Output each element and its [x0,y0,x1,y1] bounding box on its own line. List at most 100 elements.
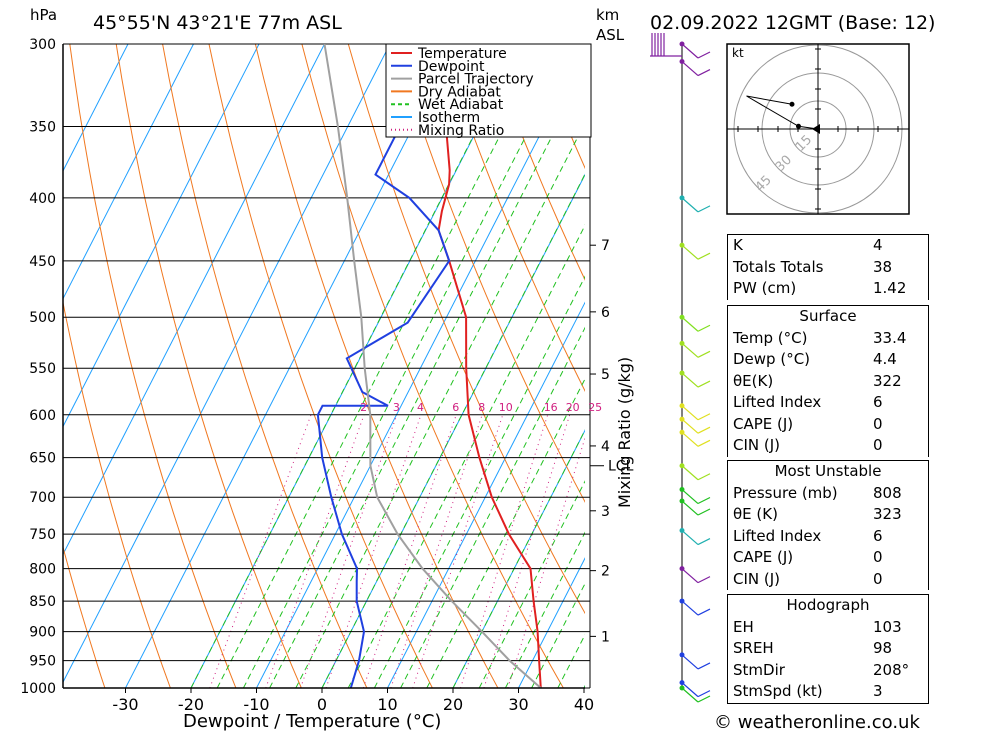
index-key: Totals Totals [733,257,824,276]
x-axis-title: Dewpoint / Temperature (°C) [183,711,441,732]
most-unstable-row: Lifted Index 6 [728,526,928,548]
wind-barb-shaft [681,43,699,59]
dry-adiabat-line [952,44,1000,688]
surface-table: Surface Temp (°C) 33.4 Dewp (°C) 4.4 θE(K) 32… [727,305,929,457]
pressure-tick-label: 350 [29,119,56,135]
wind-barb-flag [697,496,711,505]
storm-motion-marker [812,124,820,134]
most-unstable-table: Most Unstable Pressure (mb) 808 θE (K) 323 L… [727,460,929,590]
surface-key: Lifted Index [733,393,822,411]
wind-barb-shaft [681,600,699,616]
wet-adiabat-line [295,121,585,688]
x-tick-label: 40 [574,695,594,714]
wind-barb-flag [697,608,711,616]
wind-barb-flag [697,380,711,388]
dry-adiabat-line [69,44,237,688]
hodograph-value: 98 [873,639,893,657]
hodograph-value: 3 [873,682,883,700]
most-unstable-value: 808 [873,483,902,502]
pressure-tick-label: 550 [29,361,56,377]
indices-table: K 4 Totals Totals 38 PW (cm) 1.42 [727,234,929,300]
wind-barb-shaft [681,687,699,703]
wind-barb-flag [697,662,711,670]
pressure-tick-label: 950 [29,654,56,670]
km-tick-label: 6 [601,305,610,321]
x-tick-label: -10 [243,695,269,714]
legend-box [385,43,592,138]
temperature-line [437,44,542,688]
pressure-tick-label: 700 [29,490,56,506]
most-unstable-title: Most Unstable [774,462,882,480]
surface-value: 6 [873,393,883,411]
wind-barb-shaft [681,654,699,670]
wet-adiabat-line [478,480,585,688]
mixing-ratio-line [390,414,483,688]
index-row: Totals Totals 38 [728,257,928,279]
isotherm-line [387,301,585,688]
isotherm-line [125,44,456,688]
pressure-tick-label: 650 [29,451,56,467]
wet-adiabat-line [190,44,521,688]
km-tick-label: 5 [601,367,610,383]
dry-adiabat-line [63,545,106,688]
wet-adiabat-line [452,429,585,688]
wind-barb-shaft [681,682,699,698]
legend-label: Parcel Trajectory [418,72,534,88]
wind-barb-flag [697,538,711,546]
location-title: 45°55'N 43°21'E 77m ASL [93,12,342,34]
wind-barb-flag [697,576,711,584]
most-unstable-value: 323 [873,505,902,523]
mixing-ratio-line [209,414,312,688]
x-tick-label: 20 [443,695,463,714]
hodograph-key: StmDir [733,660,785,679]
isotherm-line [518,557,585,688]
wind-barb-flag [697,69,711,77]
x-tick-label: 30 [508,695,528,714]
hodograph-key: StmSpd (kt) [733,682,823,700]
hodograph-title: Hodograph [786,596,870,614]
hodograph-unit: kt [732,46,744,60]
wind-barb-flag [697,508,711,516]
dry-adiabat-line [162,44,368,688]
surface-title: Surface [799,307,857,325]
surface-key: Temp (°C) [733,328,808,347]
index-value: 4 [873,236,883,254]
surface-row: Temp (°C) 33.4 [728,328,928,350]
surface-value: 33.4 [873,328,907,347]
hodograph-value: 103 [873,617,902,636]
most-unstable-key: CIN (J) [733,569,781,588]
wind-barb-flag [697,252,711,260]
wind-barb-shaft [681,342,699,358]
isotherm-line [63,44,391,684]
legend-label: Dry Adiabat [418,84,501,100]
wind-barb-flag [697,695,711,703]
most-unstable-row: Pressure (mb) 808 [728,483,928,505]
mixing-ratio-label: 4 [417,401,424,414]
hodograph-value: 208° [873,660,910,679]
index-key: PW (cm) [733,279,797,297]
wind-barb-flag [697,439,711,447]
surface-row: CIN (J) 0 [728,435,928,457]
wind-barb-flag [697,473,711,481]
legend-label: Mixing Ratio [418,123,504,139]
dewpoint-line [316,44,451,688]
surface-value: 4.4 [873,350,897,368]
wet-adiabat-line [347,224,585,688]
mixing-ratio-label: 20 [566,401,580,414]
most-unstable-value: 6 [873,526,883,545]
wind-barb-flag [697,690,711,698]
mixing-ratio-label: 2 [360,401,367,414]
km-tick-label: 1 [601,629,610,645]
wet-adiabat-line [269,70,585,688]
wind-barb-shaft [681,431,699,447]
credit-text: © weatheronline.co.uk [714,712,920,733]
wind-barb-shaft [681,465,699,481]
pressure-tick-label: 900 [29,625,56,641]
index-row: PW (cm) 1.42 [728,278,928,300]
isotherm-line [63,44,129,172]
wet-adiabat-line [373,275,585,688]
index-value: 1.42 [873,279,907,297]
surface-value: 0 [873,436,883,454]
x-tick-label: 0 [317,695,327,714]
